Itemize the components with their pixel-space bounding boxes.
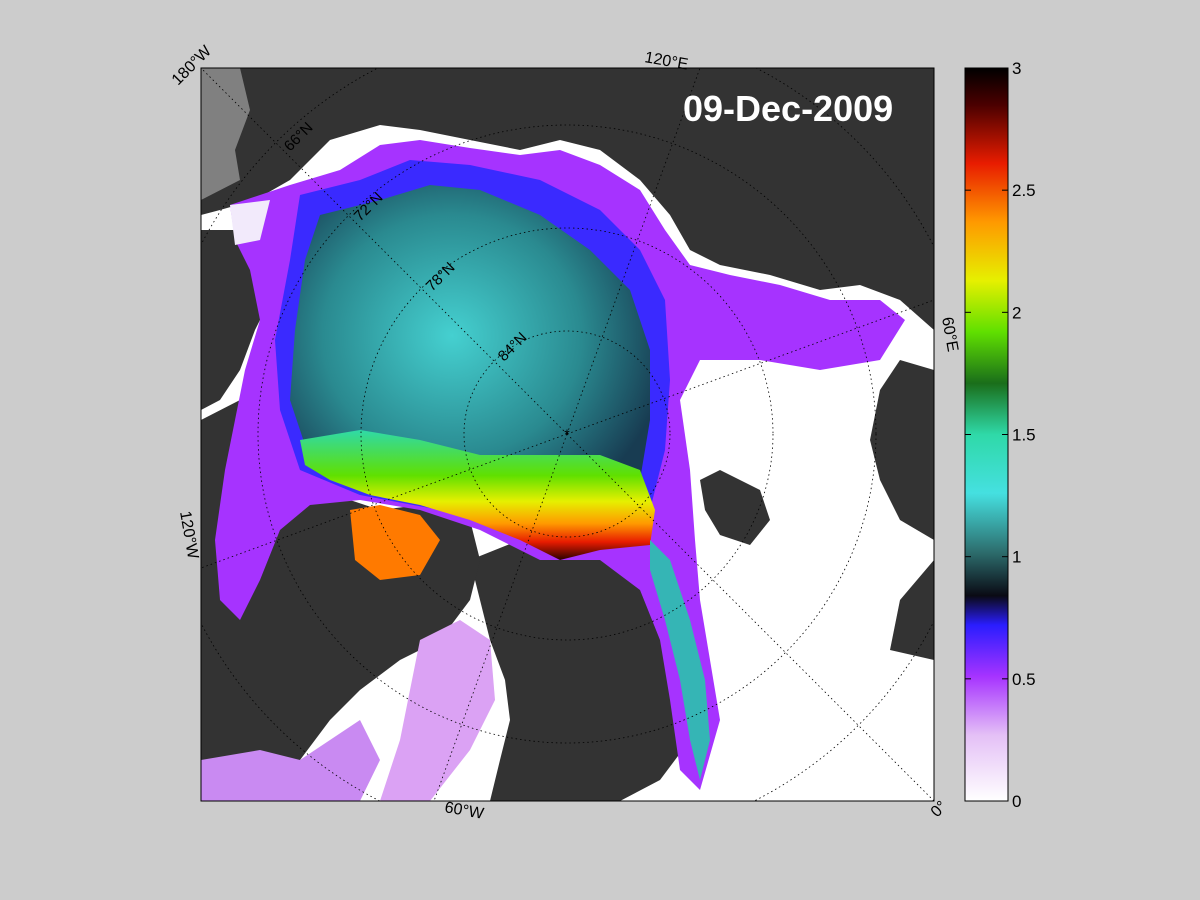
sea-ice-thick-band <box>300 430 655 560</box>
lon-label-60w: 60°W <box>443 799 486 823</box>
colorbar-tick-label: 0.5 <box>1012 670 1036 689</box>
colorbar-tick-label: 0 <box>1012 792 1021 811</box>
north-pole-marker: * <box>564 426 570 442</box>
land-scandinavia <box>870 360 934 540</box>
sea-ice-baffin <box>380 620 495 801</box>
colorbar-tick-label: 1 <box>1012 548 1021 567</box>
lon-label-60e: 60°E <box>938 316 961 353</box>
lon-label-120w: 120°W <box>176 510 201 561</box>
colorbar-tick-label: 3 <box>1012 59 1021 78</box>
land-siberia-north <box>201 68 934 330</box>
colorbar: 0 0.5 1 1.5 2 2.5 3 <box>964 59 1036 811</box>
colorbar-tick-label: 2.5 <box>1012 181 1036 200</box>
land-scandinavia-south <box>890 560 934 660</box>
land-greenland <box>470 540 700 801</box>
land-svalbard <box>700 470 770 545</box>
sea-ice-hudson <box>201 720 380 801</box>
graticule <box>201 68 934 801</box>
colorbar-ticks: 0 0.5 1 1.5 2 2.5 3 <box>965 59 1036 811</box>
colorbar-ramp <box>964 67 1009 802</box>
sea-ice-canadian-thick <box>350 505 440 580</box>
sea-ice-chukchi-white <box>230 200 270 245</box>
colorbar-tick-label: 1.5 <box>1012 426 1036 445</box>
map-panel: * <box>200 67 935 802</box>
colorbar-tick-label: 2 <box>1012 303 1021 322</box>
sea-ice-greenland-channel <box>650 540 710 780</box>
date-label: 09-Dec-2009 <box>683 88 894 129</box>
land-gray-patch <box>201 68 250 200</box>
